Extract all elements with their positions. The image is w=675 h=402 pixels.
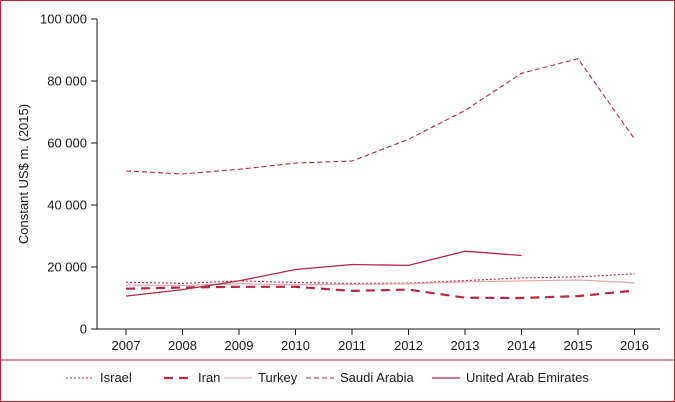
x-tick-label: 2016 <box>620 338 649 353</box>
x-tick-label: 2007 <box>112 338 141 353</box>
y-tick-label: 0 <box>80 322 87 337</box>
legend-label-iran: Iran <box>198 370 220 385</box>
x-tick-label: 2012 <box>394 338 423 353</box>
x-tick-label: 2011 <box>338 338 366 353</box>
x-tick-label: 2014 <box>507 338 536 353</box>
series-line-iran <box>125 285 635 300</box>
x-tick-label: 2010 <box>281 338 310 353</box>
legend-label-saudi-arabia: Saudi Arabia <box>340 370 414 385</box>
x-tick-label: 2008 <box>168 338 197 353</box>
series-layer <box>125 58 635 300</box>
legend-label-turkey: Turkey <box>258 370 298 385</box>
legend-label-israel: Israel <box>100 370 132 385</box>
y-tick-label: 60 000 <box>47 136 87 151</box>
y-tick-label: 20 000 <box>47 260 87 275</box>
x-tick-label: 2015 <box>564 338 593 353</box>
legend-label-united-arab-emirates: United Arab Emirates <box>466 370 589 385</box>
y-tick-label: 40 000 <box>47 198 87 213</box>
x-tick-label: 2013 <box>451 338 480 353</box>
y-axis-title: Constant US$ m. (2015) <box>16 104 31 244</box>
y-ticks: 0 20 000 40 000 60 000 80 000 100 000 <box>40 12 97 337</box>
y-tick-label: 80 000 <box>47 74 87 89</box>
legend: Israel Iran Turkey Saudi Arabia United Arab … <box>66 370 589 385</box>
x-ticks: 2007 2008 2009 2010 2011 2012 2013 2014 2015 2016 <box>112 329 649 353</box>
y-tick-label: 100 000 <box>40 12 87 27</box>
x-tick-label: 2009 <box>225 338 254 353</box>
series-line-united-arab-emirates <box>125 250 522 297</box>
series-line-saudi-arabia <box>125 58 635 175</box>
series-line-israel <box>125 273 635 284</box>
